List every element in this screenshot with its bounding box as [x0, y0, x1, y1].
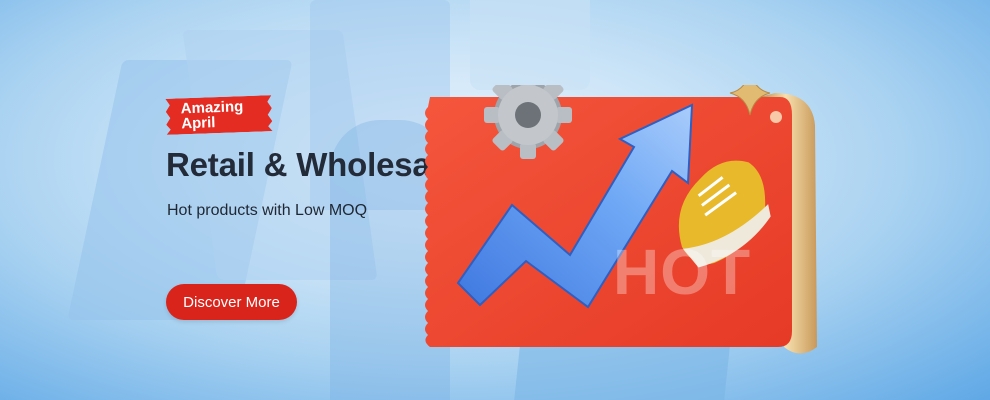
sneaker-icon — [678, 160, 771, 268]
promo-tag-line2: April — [180, 114, 216, 133]
ticket-hole — [770, 111, 782, 123]
banner-title: Retail & Wholesale — [166, 146, 458, 183]
growth-arrow-icon — [456, 103, 694, 309]
banner-subtitle: Hot products with Low MOQ — [167, 202, 368, 219]
sparkle-icon — [729, 85, 771, 116]
gear-icon — [484, 85, 572, 159]
ticket-illustration — [420, 85, 830, 360]
discover-more-button[interactable]: Discover More — [166, 284, 297, 320]
ticket-graphic — [425, 85, 817, 354]
promo-tag: Amazing April — [165, 95, 272, 135]
background-shopping-bag — [470, 0, 590, 90]
ticket-hot-text: HOT — [613, 236, 752, 308]
